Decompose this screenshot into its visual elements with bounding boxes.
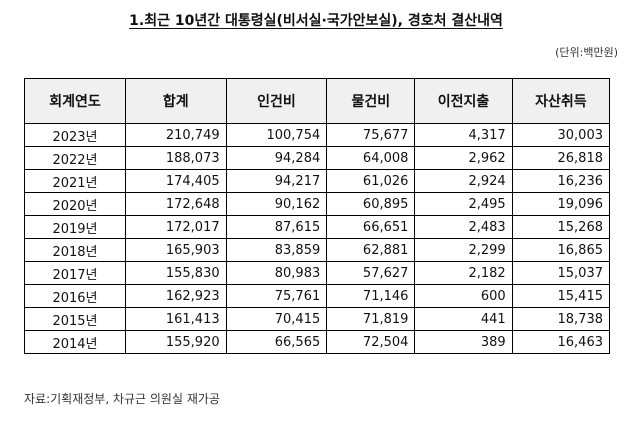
year-cell: 2019년 (24, 215, 126, 239)
year-cell: 2017년 (24, 261, 126, 285)
assets-cell: 16,865 (511, 238, 611, 262)
table-row: 2015년 161,413 70,415 71,819 441 18,738 (24, 307, 611, 331)
table-row: 2020년 172,648 90,162 60,895 2,495 19,096 (24, 192, 611, 216)
table-row: 2018년 165,903 83,859 62,881 2,299 16,865 (24, 238, 611, 262)
table-row: 2016년 162,923 75,761 71,146 600 15,415 (24, 284, 611, 308)
goods-cell: 72,504 (326, 330, 416, 354)
goods-cell: 64,008 (326, 146, 416, 170)
personnel-cell: 80,983 (225, 261, 328, 285)
year-cell: 2016년 (24, 284, 126, 308)
unit-note: (단위:백만원) (555, 46, 618, 59)
table-title: 1.최근 10년간 대통령실(비서실·국가안보실), 경호처 결산내역 (0, 10, 632, 30)
assets-cell: 18,738 (511, 307, 611, 331)
total-cell: 210,749 (125, 123, 227, 147)
assets-cell: 16,236 (511, 169, 611, 193)
personnel-cell: 75,761 (225, 284, 328, 308)
assets-cell: 16,463 (511, 330, 611, 354)
col-header-transfer: 이전지출 (414, 78, 513, 124)
source-note: 자료:기획재정부, 차규근 의원실 재가공 (24, 392, 220, 406)
transfer-cell: 389 (414, 330, 513, 354)
table-title-text: 1.최근 10년간 대통령실(비서실·국가안보실), 경호처 결산내역 (129, 13, 503, 29)
transfer-cell: 2,299 (414, 238, 513, 262)
col-header-total: 합계 (125, 78, 227, 124)
assets-cell: 19,096 (511, 192, 611, 216)
goods-cell: 61,026 (326, 169, 416, 193)
table-row: 2019년 172,017 87,615 66,651 2,483 15,268 (24, 215, 611, 239)
assets-cell: 30,003 (511, 123, 611, 147)
table-body: 2023년 210,749 100,754 75,677 4,317 30,003 2022… (24, 123, 611, 354)
transfer-cell: 4,317 (414, 123, 513, 147)
transfer-cell: 2,924 (414, 169, 513, 193)
total-cell: 161,413 (125, 307, 227, 331)
transfer-cell: 600 (414, 284, 513, 308)
total-cell: 162,923 (125, 284, 227, 308)
col-header-year: 회계연도 (24, 78, 126, 124)
table-row: 2022년 188,073 94,284 64,008 2,962 26,818 (24, 146, 611, 170)
personnel-cell: 70,415 (225, 307, 328, 331)
year-cell: 2015년 (24, 307, 126, 331)
total-cell: 172,017 (125, 215, 227, 239)
year-cell: 2021년 (24, 169, 126, 193)
personnel-cell: 100,754 (225, 123, 328, 147)
transfer-cell: 441 (414, 307, 513, 331)
header-row: 회계연도 합계 인건비 물건비 이전지출 자산취득 (24, 78, 611, 124)
personnel-cell: 83,859 (225, 238, 328, 262)
goods-cell: 75,677 (326, 123, 416, 147)
year-cell: 2022년 (24, 146, 126, 170)
personnel-cell: 87,615 (225, 215, 328, 239)
transfer-cell: 2,483 (414, 215, 513, 239)
table-row: 2017년 155,830 80,983 57,627 2,182 15,037 (24, 261, 611, 285)
goods-cell: 57,627 (326, 261, 416, 285)
table-row: 2023년 210,749 100,754 75,677 4,317 30,003 (24, 123, 611, 147)
goods-cell: 71,819 (326, 307, 416, 331)
assets-cell: 26,818 (511, 146, 611, 170)
goods-cell: 60,895 (326, 192, 416, 216)
assets-cell: 15,037 (511, 261, 611, 285)
transfer-cell: 2,962 (414, 146, 513, 170)
budget-table: 회계연도 합계 인건비 물건비 이전지출 자산취득 2023년 210,749 10… (24, 78, 611, 354)
personnel-cell: 94,284 (225, 146, 328, 170)
assets-cell: 15,415 (511, 284, 611, 308)
table-row: 2021년 174,405 94,217 61,026 2,924 16,236 (24, 169, 611, 193)
col-header-personnel: 인건비 (225, 78, 328, 124)
table-row: 2014년 155,920 66,565 72,504 389 16,463 (24, 330, 611, 354)
total-cell: 172,648 (125, 192, 227, 216)
transfer-cell: 2,182 (414, 261, 513, 285)
goods-cell: 66,651 (326, 215, 416, 239)
total-cell: 174,405 (125, 169, 227, 193)
total-cell: 155,830 (125, 261, 227, 285)
assets-cell: 15,268 (511, 215, 611, 239)
year-cell: 2023년 (24, 123, 126, 147)
total-cell: 188,073 (125, 146, 227, 170)
col-header-assets: 자산취득 (511, 78, 611, 124)
personnel-cell: 90,162 (225, 192, 328, 216)
year-cell: 2020년 (24, 192, 126, 216)
year-cell: 2018년 (24, 238, 126, 262)
goods-cell: 71,146 (326, 284, 416, 308)
year-cell: 2014년 (24, 330, 126, 354)
col-header-goods: 물건비 (326, 78, 416, 124)
goods-cell: 62,881 (326, 238, 416, 262)
transfer-cell: 2,495 (414, 192, 513, 216)
personnel-cell: 94,217 (225, 169, 328, 193)
total-cell: 155,920 (125, 330, 227, 354)
personnel-cell: 66,565 (225, 330, 328, 354)
total-cell: 165,903 (125, 238, 227, 262)
